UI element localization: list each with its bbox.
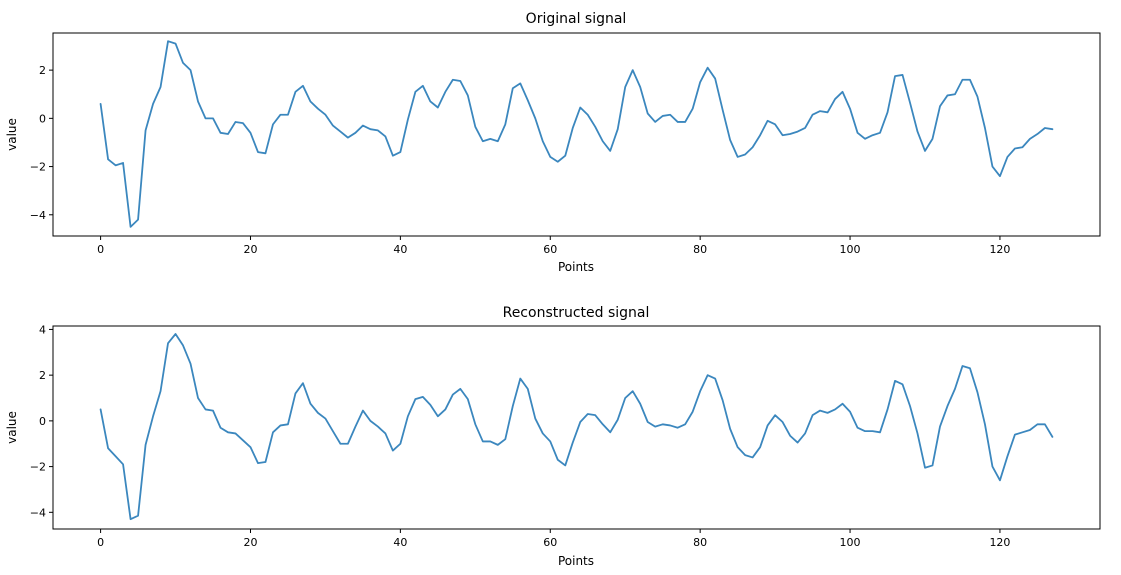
x-tick-label: 0 [97,536,104,549]
subplot-reconstructed-signal: Reconstructed signal 0 20 40 60 80 100 120−4−2… [5,305,1101,568]
x-axis-label: Points [558,260,594,274]
y-tick-label: −2 [30,461,46,474]
series-line [99,40,1054,228]
x-tick-label: 40 [393,536,407,549]
y-axis-label: value [5,118,19,151]
x-tick-label: 120 [989,243,1010,256]
x-tick-label: 60 [543,536,557,549]
x-tick-label: 20 [243,243,257,256]
series-group [99,40,1054,228]
y-tick-label: 4 [39,323,46,336]
x-tick-label: 60 [543,243,557,256]
x-tick-label: 20 [243,536,257,549]
chart-title: Original signal [526,11,627,27]
tick-group: 0 20 40 60 80 100 120 −4 −2 0 2 4 [30,323,1011,549]
x-tick-label: 80 [693,243,707,256]
x-tick-label: 100 [840,243,861,256]
x-tick-label: 100 [840,536,861,549]
y-tick-label: −4 [30,209,46,222]
y-axis-label: value [5,411,19,444]
x-tick-label: 120 [989,536,1010,549]
subplot-original-signal: Original signal 0 20 40 60 80 100 120 −4 −2 0 2 Po… [5,11,1101,274]
tick-group: 0 20 40 60 80 100 120 −4 −2 0 2 [30,64,1011,256]
y-tick-label: 0 [39,112,46,125]
series-group [99,333,1054,521]
x-axis-label: Points [558,554,594,568]
x-tick-label: 40 [393,243,407,256]
axes-frame [52,32,1101,237]
x-tick-label: 0 [97,243,104,256]
y-tick-label: 2 [39,369,46,382]
chart-title: Reconstructed signal [503,305,650,321]
y-tick-label: −2 [30,161,46,174]
y-tick-label: 0 [39,415,46,428]
axes-frame [52,325,1101,530]
y-tick-label: −4 [30,506,46,519]
series-line [99,333,1054,521]
x-tick-label: 80 [693,536,707,549]
y-tick-label: 2 [39,64,46,77]
